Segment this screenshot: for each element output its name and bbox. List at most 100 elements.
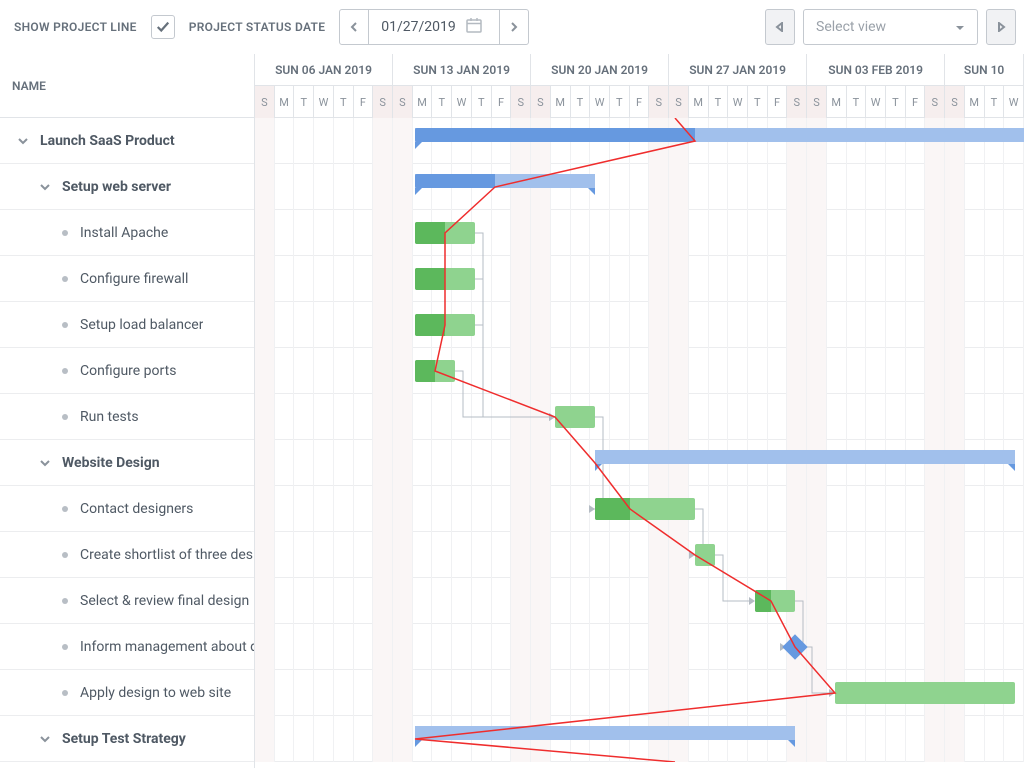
task-name: Install Apache bbox=[80, 225, 168, 241]
task-row[interactable]: Contact designers bbox=[0, 486, 254, 532]
day-header: W bbox=[1004, 86, 1024, 118]
day-header: W bbox=[728, 86, 748, 118]
task-row[interactable]: Website Design bbox=[0, 440, 254, 486]
task-row[interactable]: Apply design to web site bbox=[0, 670, 254, 716]
day-header: S bbox=[649, 86, 669, 118]
task-bar[interactable] bbox=[755, 590, 795, 612]
status-date-prev-button[interactable] bbox=[339, 9, 369, 45]
select-view-placeholder: Select view bbox=[816, 19, 886, 35]
task-row[interactable]: Setup Test Strategy bbox=[0, 716, 254, 762]
milestone[interactable] bbox=[782, 634, 807, 659]
day-header: S bbox=[531, 86, 551, 118]
week-header: SUN 13 JAN 2019 bbox=[393, 54, 531, 86]
day-header: S bbox=[255, 86, 275, 118]
task-bar[interactable] bbox=[695, 544, 715, 566]
day-header: T bbox=[571, 86, 591, 118]
day-header: M bbox=[689, 86, 709, 118]
day-header: S bbox=[511, 86, 531, 118]
bullet-icon bbox=[62, 690, 68, 696]
day-header: M bbox=[827, 86, 847, 118]
week-header: SUN 27 JAN 2019 bbox=[669, 54, 807, 86]
task-progress bbox=[415, 360, 435, 382]
day-header: T bbox=[709, 86, 729, 118]
summary-bar[interactable] bbox=[595, 450, 1015, 464]
task-row[interactable]: Inform management about decision bbox=[0, 624, 254, 670]
task-row[interactable]: Setup web server bbox=[0, 164, 254, 210]
show-project-line-checkbox[interactable] bbox=[151, 15, 175, 39]
day-header: S bbox=[807, 86, 827, 118]
day-header: F bbox=[906, 86, 926, 118]
day-header: S bbox=[787, 86, 807, 118]
bullet-icon bbox=[62, 230, 68, 236]
status-date-label: PROJECT STATUS DATE bbox=[183, 20, 332, 34]
task-name: Create shortlist of three designers bbox=[80, 547, 254, 563]
task-row[interactable]: Run tests bbox=[0, 394, 254, 440]
day-header: M bbox=[275, 86, 295, 118]
expander-icon[interactable] bbox=[16, 134, 30, 148]
day-header: T bbox=[886, 86, 906, 118]
task-name: Configure ports bbox=[80, 363, 176, 379]
day-header: S bbox=[669, 86, 689, 118]
day-header: T bbox=[748, 86, 768, 118]
week-header: SUN 03 FEB 2019 bbox=[807, 54, 945, 86]
task-bar[interactable] bbox=[595, 498, 695, 520]
task-bar[interactable] bbox=[415, 314, 475, 336]
day-header: T bbox=[847, 86, 867, 118]
task-name: Inform management about decision bbox=[80, 639, 254, 655]
task-row[interactable]: Select & review final design bbox=[0, 578, 254, 624]
day-header: M bbox=[551, 86, 571, 118]
task-bar[interactable] bbox=[555, 406, 595, 428]
day-header: M bbox=[965, 86, 985, 118]
task-row[interactable]: Configure firewall bbox=[0, 256, 254, 302]
summary-bar[interactable] bbox=[415, 174, 595, 188]
task-row[interactable]: Launch SaaS Product bbox=[0, 118, 254, 164]
expander-icon[interactable] bbox=[38, 456, 52, 470]
task-name: Contact designers bbox=[80, 501, 193, 517]
column-header-name: NAME bbox=[0, 54, 254, 118]
summary-progress bbox=[415, 128, 695, 142]
expander-icon[interactable] bbox=[38, 732, 52, 746]
bullet-icon bbox=[62, 598, 68, 604]
select-view-dropdown[interactable]: Select view bbox=[803, 9, 978, 45]
status-date-next-button[interactable] bbox=[499, 9, 529, 45]
day-header: F bbox=[768, 86, 788, 118]
expander-icon[interactable] bbox=[38, 180, 52, 194]
summary-bar[interactable] bbox=[415, 726, 795, 740]
day-header: T bbox=[610, 86, 630, 118]
bullet-icon bbox=[62, 322, 68, 328]
timeline-prev-button[interactable] bbox=[765, 9, 795, 45]
timeline-next-button[interactable] bbox=[986, 9, 1016, 45]
day-header: F bbox=[492, 86, 512, 118]
week-header: SUN 10 bbox=[945, 54, 1024, 86]
task-bar[interactable] bbox=[415, 222, 475, 244]
task-bar[interactable] bbox=[835, 682, 1015, 704]
task-row[interactable]: Setup load balancer bbox=[0, 302, 254, 348]
day-header: T bbox=[985, 86, 1005, 118]
day-header: T bbox=[334, 86, 354, 118]
task-progress bbox=[415, 222, 445, 244]
task-row[interactable]: Create shortlist of three designers bbox=[0, 532, 254, 578]
week-header: SUN 06 JAN 2019 bbox=[255, 54, 393, 86]
bullet-icon bbox=[62, 276, 68, 282]
task-name: Setup web server bbox=[62, 179, 171, 195]
task-row[interactable]: Install Apache bbox=[0, 210, 254, 256]
bullet-icon bbox=[62, 644, 68, 650]
day-header: W bbox=[866, 86, 886, 118]
bullet-icon bbox=[62, 414, 68, 420]
summary-bar[interactable] bbox=[415, 128, 1024, 142]
day-header: S bbox=[925, 86, 945, 118]
chevron-right-icon bbox=[509, 22, 519, 32]
task-progress bbox=[755, 590, 771, 612]
summary-progress bbox=[415, 174, 495, 188]
day-header: T bbox=[472, 86, 492, 118]
task-progress bbox=[415, 268, 445, 290]
task-bar[interactable] bbox=[415, 360, 455, 382]
day-header: M bbox=[413, 86, 433, 118]
task-row[interactable]: Configure ports bbox=[0, 348, 254, 394]
day-header: W bbox=[452, 86, 472, 118]
task-bar[interactable] bbox=[415, 268, 475, 290]
task-name: Run tests bbox=[80, 409, 139, 425]
day-header: S bbox=[945, 86, 965, 118]
status-date-field[interactable]: 01/27/2019 bbox=[369, 9, 499, 45]
day-header: T bbox=[432, 86, 452, 118]
